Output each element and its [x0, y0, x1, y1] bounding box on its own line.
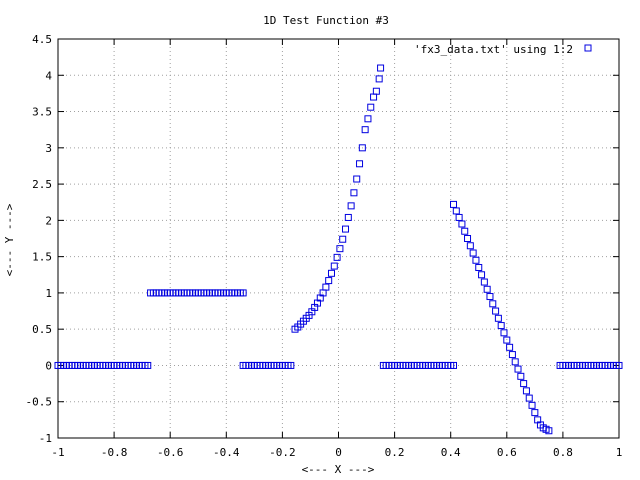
data-point — [370, 93, 378, 101]
data-point — [525, 394, 533, 402]
data-point — [361, 126, 369, 134]
x-tick-label: 0.2 — [385, 446, 405, 459]
y-tick-label: 1 — [45, 287, 52, 300]
data-point — [322, 283, 330, 291]
grid-lines — [58, 39, 619, 438]
data-point — [475, 264, 483, 272]
data-point — [372, 87, 380, 95]
y-tick-label: 2.5 — [32, 178, 52, 191]
data-point — [450, 200, 458, 208]
data-point — [528, 401, 536, 409]
data-point — [356, 160, 364, 168]
x-tick-labels: -1 -0.8 -0.6 -0.4 -0.2 0 0.2 0.4 0.6 0.8 1 — [51, 446, 622, 459]
data-point — [353, 175, 361, 183]
data-point — [469, 249, 477, 257]
data-point — [472, 256, 480, 264]
data-point — [358, 144, 366, 152]
data-point — [342, 225, 350, 233]
x-tick-label: 0 — [335, 446, 342, 459]
data-point — [508, 351, 516, 359]
data-point — [483, 285, 491, 293]
y-tick-label: -1 — [39, 432, 52, 445]
data-point — [333, 253, 341, 261]
data-point — [492, 307, 500, 315]
legend-label: 'fx3_data.txt' using 1:2 — [414, 43, 573, 56]
data-point — [287, 361, 295, 369]
data-point — [464, 235, 472, 242]
x-axis-label: <--- X ---> — [302, 463, 375, 476]
data-point — [339, 235, 347, 243]
x-tick-label: 0.8 — [553, 446, 573, 459]
data-point — [239, 289, 247, 297]
x-tick-label: 0.6 — [497, 446, 517, 459]
data-point — [531, 409, 539, 417]
data-point — [330, 262, 338, 270]
data-point — [364, 115, 372, 123]
legend-marker — [584, 44, 592, 52]
y-tick-label: 0.5 — [32, 323, 52, 336]
data-point — [347, 202, 355, 210]
data-point — [503, 336, 511, 344]
data-point — [377, 64, 385, 72]
x-tick-label: 0.4 — [441, 446, 461, 459]
data-point — [455, 213, 463, 221]
y-tick-label: 4.5 — [32, 33, 52, 46]
y-tick-label: 0 — [45, 359, 52, 372]
data-point — [375, 75, 383, 83]
data-point — [144, 361, 152, 369]
data-point — [367, 103, 375, 111]
data-point — [325, 277, 333, 285]
data-point — [522, 387, 530, 395]
y-tick-label: 3 — [45, 142, 52, 155]
x-tick-label: -0.6 — [157, 446, 184, 459]
y-tick-label: 3.5 — [32, 106, 52, 119]
data-point — [486, 293, 494, 301]
data-point — [327, 269, 335, 277]
x-tick-label: -1 — [51, 446, 64, 459]
y-tick-label: -0.5 — [26, 396, 53, 409]
y-tick-label: 1.5 — [32, 251, 52, 264]
data-point — [478, 271, 486, 279]
data-point — [489, 300, 497, 308]
y-axis-label: <--- Y ---> — [3, 203, 16, 276]
y-tick-label: 4 — [45, 69, 52, 82]
x-tick-label: -0.8 — [101, 446, 128, 459]
data-point — [520, 380, 528, 388]
data-point — [336, 245, 344, 253]
x-tick-label: -0.2 — [269, 446, 296, 459]
y-tick-labels: -1 -0.5 0 0.5 1 1.5 2 2.5 3 3.5 4 4.5 — [26, 33, 53, 445]
data-point — [466, 242, 474, 250]
data-point — [545, 427, 553, 435]
data-point — [344, 213, 352, 221]
plot-frame — [57, 38, 620, 439]
y-tick-label: 2 — [45, 214, 52, 227]
data-points — [54, 64, 623, 435]
data-point — [350, 189, 358, 197]
axis-ticks — [57, 38, 620, 439]
data-point — [480, 278, 488, 286]
data-point — [506, 343, 514, 351]
data-point — [511, 358, 519, 366]
data-point — [494, 314, 502, 322]
data-point — [461, 227, 469, 235]
data-point — [458, 220, 466, 228]
chart-title: 1D Test Function #3 — [263, 14, 389, 27]
x-tick-label: 1 — [616, 446, 623, 459]
data-point — [500, 329, 508, 337]
legend: 'fx3_data.txt' using 1:2 — [414, 43, 592, 56]
data-point — [450, 361, 458, 369]
data-point — [497, 322, 505, 330]
data-point — [615, 361, 623, 369]
data-point — [517, 372, 525, 380]
data-point — [514, 365, 522, 373]
data-point — [452, 207, 460, 215]
x-tick-label: -0.4 — [213, 446, 240, 459]
